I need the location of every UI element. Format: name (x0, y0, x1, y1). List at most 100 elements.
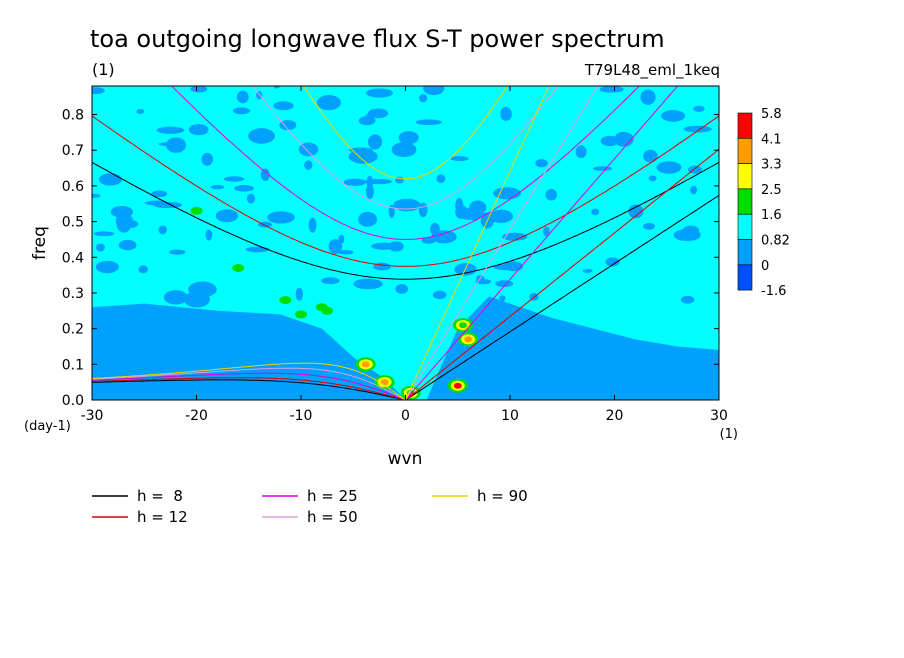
x-axis-label: wvn (388, 449, 423, 469)
field-blotch (358, 115, 376, 126)
field-blotch (366, 175, 374, 190)
colorbar-label: 4.1 (761, 132, 782, 147)
field-blotch (358, 211, 378, 227)
field-blotch (158, 225, 167, 235)
field-blotch (395, 284, 409, 294)
field-blotch (436, 174, 446, 184)
field-blotch (500, 106, 512, 121)
field-blotch (168, 249, 186, 255)
power-peak (355, 357, 376, 372)
field-blotch (661, 110, 686, 122)
x-tick-label: 0 (401, 408, 410, 424)
field-blotch (591, 208, 600, 216)
x-tick-label: -30 (81, 408, 104, 424)
field-blotch (543, 226, 550, 237)
y-tick-label: 0.6 (62, 179, 84, 195)
field-blotch (246, 193, 256, 204)
plot-area (92, 86, 719, 400)
field-blotch (640, 89, 656, 105)
colorbar-label: 1.6 (761, 208, 782, 223)
field-blotch (338, 250, 354, 255)
colorbar-label: 0.82 (761, 234, 790, 249)
y-tick-label: 0.7 (62, 143, 84, 159)
legend: h = 8 h = 12 h = 25 h = 50 h = 90 (92, 487, 528, 526)
legend-label: h = 8 (137, 487, 183, 505)
field-blotch (308, 217, 317, 233)
field-blotch (495, 280, 514, 288)
field-blotch (690, 185, 698, 195)
run-label: T79L48_eml_1keq (584, 61, 720, 80)
dispersion-curve (170, 86, 641, 240)
field-blotch (353, 278, 383, 290)
dispersion-curve (92, 115, 719, 267)
field-blotch (151, 190, 168, 198)
field-blotch (398, 131, 419, 145)
field-blotch (201, 152, 214, 166)
colorbar-swatch (737, 112, 753, 139)
field-blotch (432, 290, 447, 300)
field-blotch (419, 94, 428, 103)
field-blotch (98, 173, 122, 186)
x-tick-label: 10 (501, 408, 519, 424)
y-tick-label: 0.2 (62, 322, 84, 338)
field-blotch (236, 90, 249, 104)
field-blotch (256, 91, 263, 100)
legend-label: h = 50 (307, 508, 358, 526)
legend-label: h = 25 (307, 487, 358, 505)
field-blotch (138, 265, 148, 274)
field-blotch (245, 246, 270, 253)
field-blotch (371, 242, 396, 250)
colorbar: 5.8 4.1 3.3 2.5 1.6 0.82 0 -1.6 (737, 107, 790, 299)
field-blotch (499, 295, 506, 302)
power-peak (458, 332, 479, 347)
dispersion-curve (92, 372, 406, 400)
y-tick-label: 0.5 (62, 215, 84, 231)
field-blotch (575, 145, 587, 159)
field-blotch (295, 287, 304, 301)
dispersion-curves (92, 86, 719, 400)
chart-title: toa outgoing longwave flux S-T power spe… (90, 25, 665, 53)
y-tick-label: 0.1 (62, 357, 84, 373)
field-blotch (683, 125, 712, 133)
field-blotch (190, 86, 208, 93)
field-blotch (234, 185, 255, 192)
x-tick-label: 20 (606, 408, 624, 424)
field-blotch (605, 257, 620, 267)
field-blotch (92, 87, 105, 95)
colorbar-swatch (737, 213, 753, 240)
field-blotch (279, 120, 297, 131)
legend-label: h = 12 (137, 508, 188, 526)
field-blotch (165, 137, 187, 153)
dispersion-curve (92, 161, 719, 280)
field-blotch (298, 142, 319, 157)
field-blotch (648, 175, 657, 182)
field-blotch (188, 124, 209, 136)
legend-label: h = 90 (477, 487, 528, 505)
field-blotch (365, 88, 394, 98)
power-spot (232, 263, 245, 272)
power-spot (190, 206, 203, 215)
colorbar-swatch (737, 163, 753, 190)
field-blotch (614, 131, 634, 147)
field-blotch (156, 126, 185, 134)
colorbar-swatch (737, 239, 753, 266)
field-blotch (116, 216, 132, 233)
colorbar-label: 3.3 (761, 158, 782, 173)
axes: -30 -20 -10 0 10 20 30 0.0 0.1 0.2 0.3 0.4 0.5 0.6 0.7… (62, 86, 728, 424)
field-blotch (95, 260, 119, 274)
power-spot (279, 296, 292, 305)
y-unit-label: (day-1) (24, 419, 71, 434)
field-blotch (391, 142, 417, 158)
field-blotch (593, 166, 613, 171)
field-blotch (95, 243, 105, 252)
low-power-region (92, 303, 406, 400)
dispersion-curve (92, 367, 406, 400)
y-tick-label: 0.0 (62, 393, 84, 409)
power-spot (321, 306, 334, 315)
field-blotch (423, 86, 445, 96)
field-blotch (643, 149, 658, 163)
field-blotch (273, 86, 280, 89)
dispersion-curve (405, 194, 719, 400)
